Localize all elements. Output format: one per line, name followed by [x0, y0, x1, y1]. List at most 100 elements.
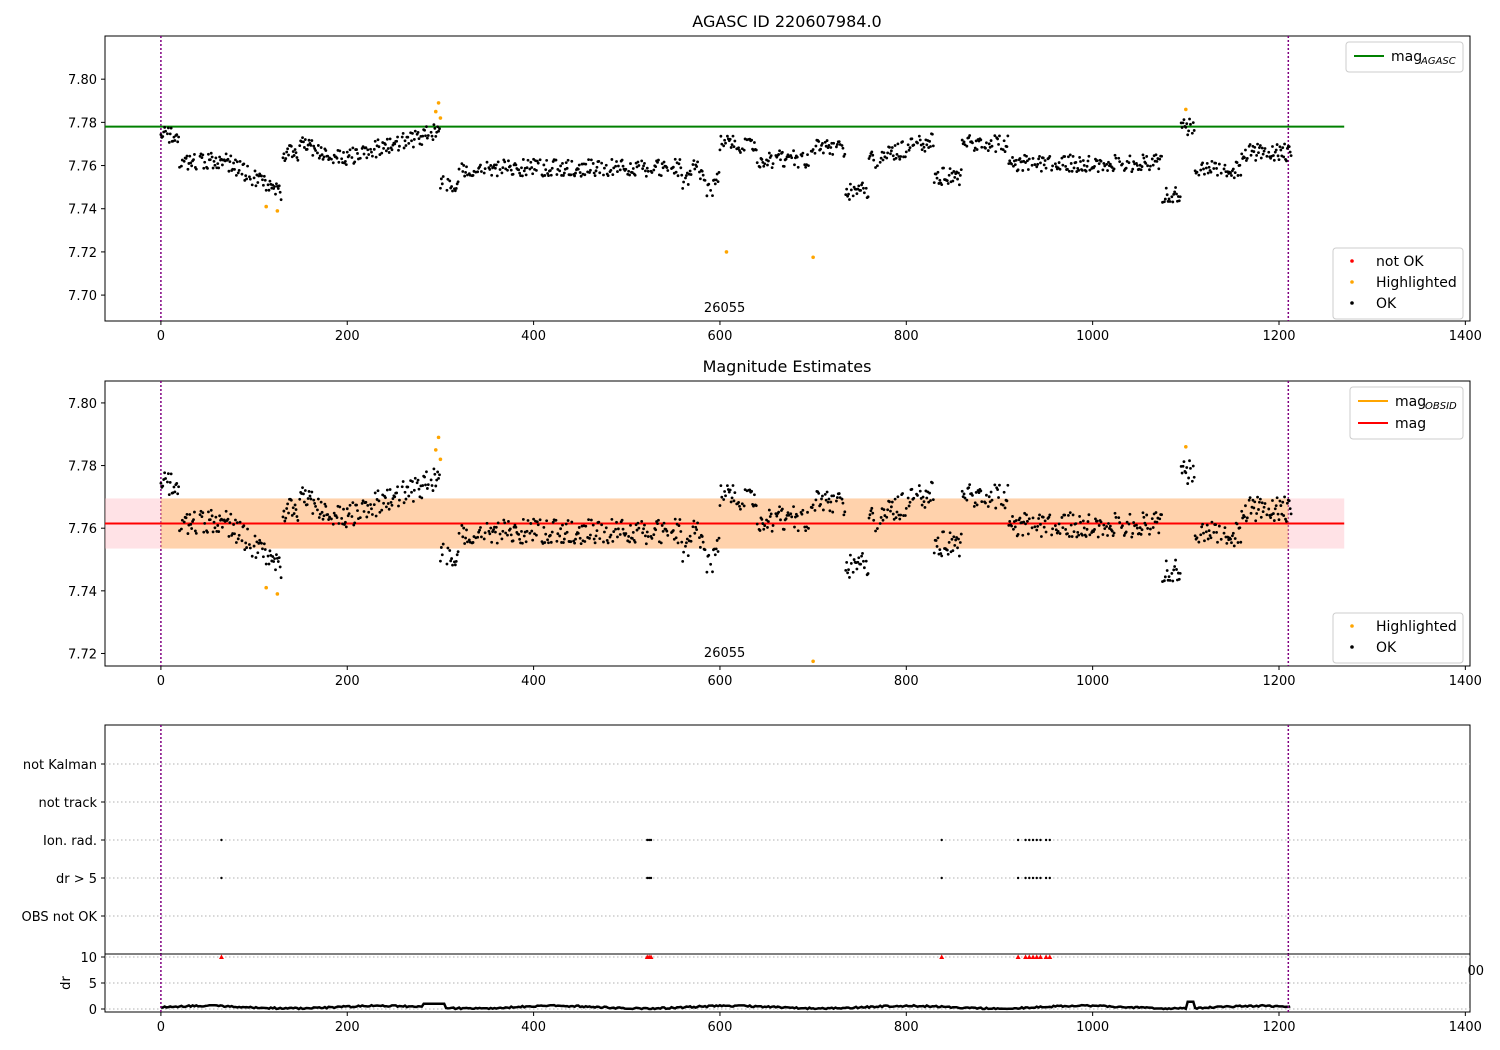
- ok-point: [985, 493, 988, 497]
- ok-point: [477, 530, 481, 534]
- ok-point: [164, 129, 167, 133]
- ok-point: [1180, 126, 1184, 129]
- ok-point: [1037, 517, 1041, 520]
- ok-point: [951, 179, 955, 183]
- ok-point: [464, 536, 467, 540]
- ok-point: [918, 489, 922, 493]
- ok-point: [1276, 154, 1280, 158]
- y-tick-label: 7.76: [68, 522, 97, 537]
- ok-point: [289, 498, 293, 502]
- obsid-label: 26055: [704, 301, 745, 316]
- ok-point: [898, 517, 902, 521]
- ok-point: [917, 484, 921, 487]
- ok-point: [885, 156, 889, 160]
- ok-point: [450, 557, 454, 560]
- ok-point: [730, 143, 734, 147]
- ok-point: [627, 169, 631, 173]
- ok-point: [1141, 511, 1145, 515]
- ok-point: [696, 160, 699, 164]
- ok-point: [403, 139, 407, 143]
- ok-point: [1110, 529, 1114, 533]
- ok-point: [767, 508, 771, 512]
- ok-point: [920, 148, 924, 151]
- ok-point: [490, 540, 494, 544]
- ok-point: [1244, 504, 1247, 508]
- ok-point: [790, 156, 794, 160]
- flag-point: [1044, 838, 1048, 842]
- ok-point: [694, 525, 698, 529]
- ok-point: [1057, 161, 1061, 164]
- ok-point: [319, 500, 323, 504]
- ok-point: [666, 533, 670, 537]
- ok-point: [612, 166, 616, 170]
- ok-point: [518, 171, 522, 175]
- ok-point: [1016, 533, 1020, 536]
- ok-point: [714, 178, 718, 182]
- ok-point: [234, 173, 238, 177]
- ok-point: [441, 542, 445, 546]
- ok-point: [891, 512, 895, 516]
- ok-point: [366, 503, 370, 507]
- ok-point: [1088, 533, 1092, 537]
- ok-point: [233, 532, 236, 536]
- ok-point: [1071, 513, 1075, 517]
- ok-point: [321, 157, 325, 161]
- legend-label: mag: [1395, 394, 1426, 410]
- ok-point: [524, 540, 528, 544]
- ok-point: [213, 526, 217, 530]
- ok-point: [245, 177, 249, 181]
- ok-point: [501, 529, 505, 533]
- ok-point: [352, 523, 356, 527]
- ok-point: [936, 170, 940, 174]
- x-tick-label: 1200: [1262, 1020, 1295, 1035]
- ok-point: [432, 467, 436, 471]
- ok-point: [1254, 519, 1258, 523]
- ok-point: [217, 166, 221, 170]
- ok-point: [595, 529, 599, 533]
- ok-point: [996, 137, 1000, 141]
- ok-point: [989, 490, 993, 494]
- ok-point: [810, 506, 814, 510]
- ok-point: [1018, 516, 1022, 520]
- ok-point: [530, 166, 534, 169]
- ok-point: [1260, 501, 1264, 505]
- ok-point: [657, 158, 660, 162]
- ok-point: [901, 492, 904, 495]
- ok-point: [348, 503, 352, 507]
- ok-point: [1171, 579, 1175, 583]
- ok-point: [610, 517, 614, 521]
- ok-point: [848, 553, 852, 557]
- ok-point: [570, 159, 574, 163]
- ok-point: [1047, 515, 1051, 519]
- ok-point: [1008, 159, 1012, 163]
- ok-point: [460, 524, 464, 527]
- ok-point: [166, 126, 170, 130]
- ok-point: [766, 159, 770, 163]
- ok-point: [695, 528, 699, 532]
- ok-point: [209, 151, 213, 155]
- ok-point: [878, 522, 882, 525]
- ok-point: [932, 181, 936, 185]
- ok-point: [864, 186, 868, 190]
- ok-point: [1112, 531, 1116, 535]
- ok-point: [482, 537, 486, 541]
- ok-point: [522, 534, 526, 538]
- ok-point: [1164, 186, 1168, 190]
- ok-point: [549, 540, 553, 544]
- highlighted-point: [438, 116, 443, 120]
- ok-point: [750, 489, 754, 493]
- ok-point: [1101, 533, 1105, 536]
- ok-point: [962, 140, 966, 144]
- ok-point: [640, 159, 644, 163]
- ok-point: [1131, 532, 1135, 535]
- ok-point: [1142, 515, 1146, 519]
- ok-point: [600, 523, 604, 527]
- ok-point: [980, 500, 984, 504]
- ok-point: [207, 510, 210, 514]
- ok-point: [561, 162, 564, 165]
- ok-point: [609, 533, 613, 537]
- ok-point: [574, 537, 577, 541]
- ok-point: [760, 158, 764, 161]
- ok-point: [353, 160, 357, 164]
